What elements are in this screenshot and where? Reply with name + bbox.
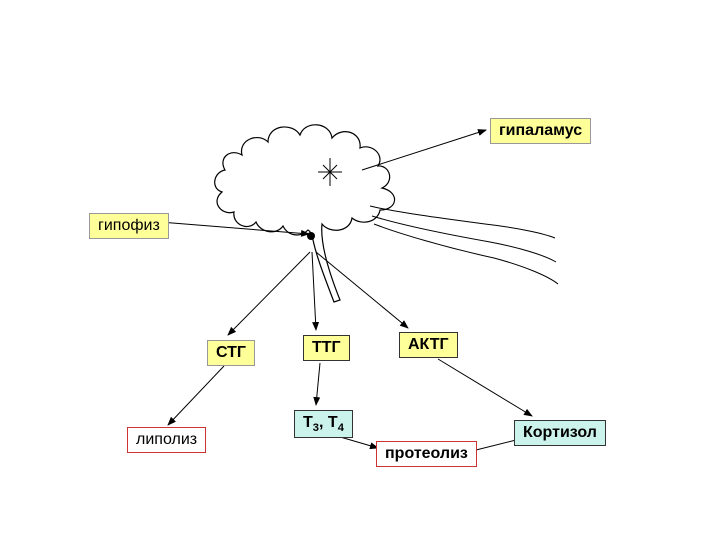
node-cortisol: Кортизол [514,420,606,446]
node-t34: Т3, Т4 [294,410,353,438]
diagram-svg [0,0,720,540]
node-stg: СТГ [207,340,255,366]
node-proteolysis: протеолиз [376,441,477,467]
node-ttg: ТТГ [303,335,350,361]
node-hypothalamus: гипаламус [490,118,591,144]
node-actg: АКТГ [399,332,458,358]
brain-illustration [215,125,558,302]
node-pituitary: гипофиз [89,213,169,239]
node-lipolysis: липолиз [127,427,206,453]
arrows [160,130,532,452]
